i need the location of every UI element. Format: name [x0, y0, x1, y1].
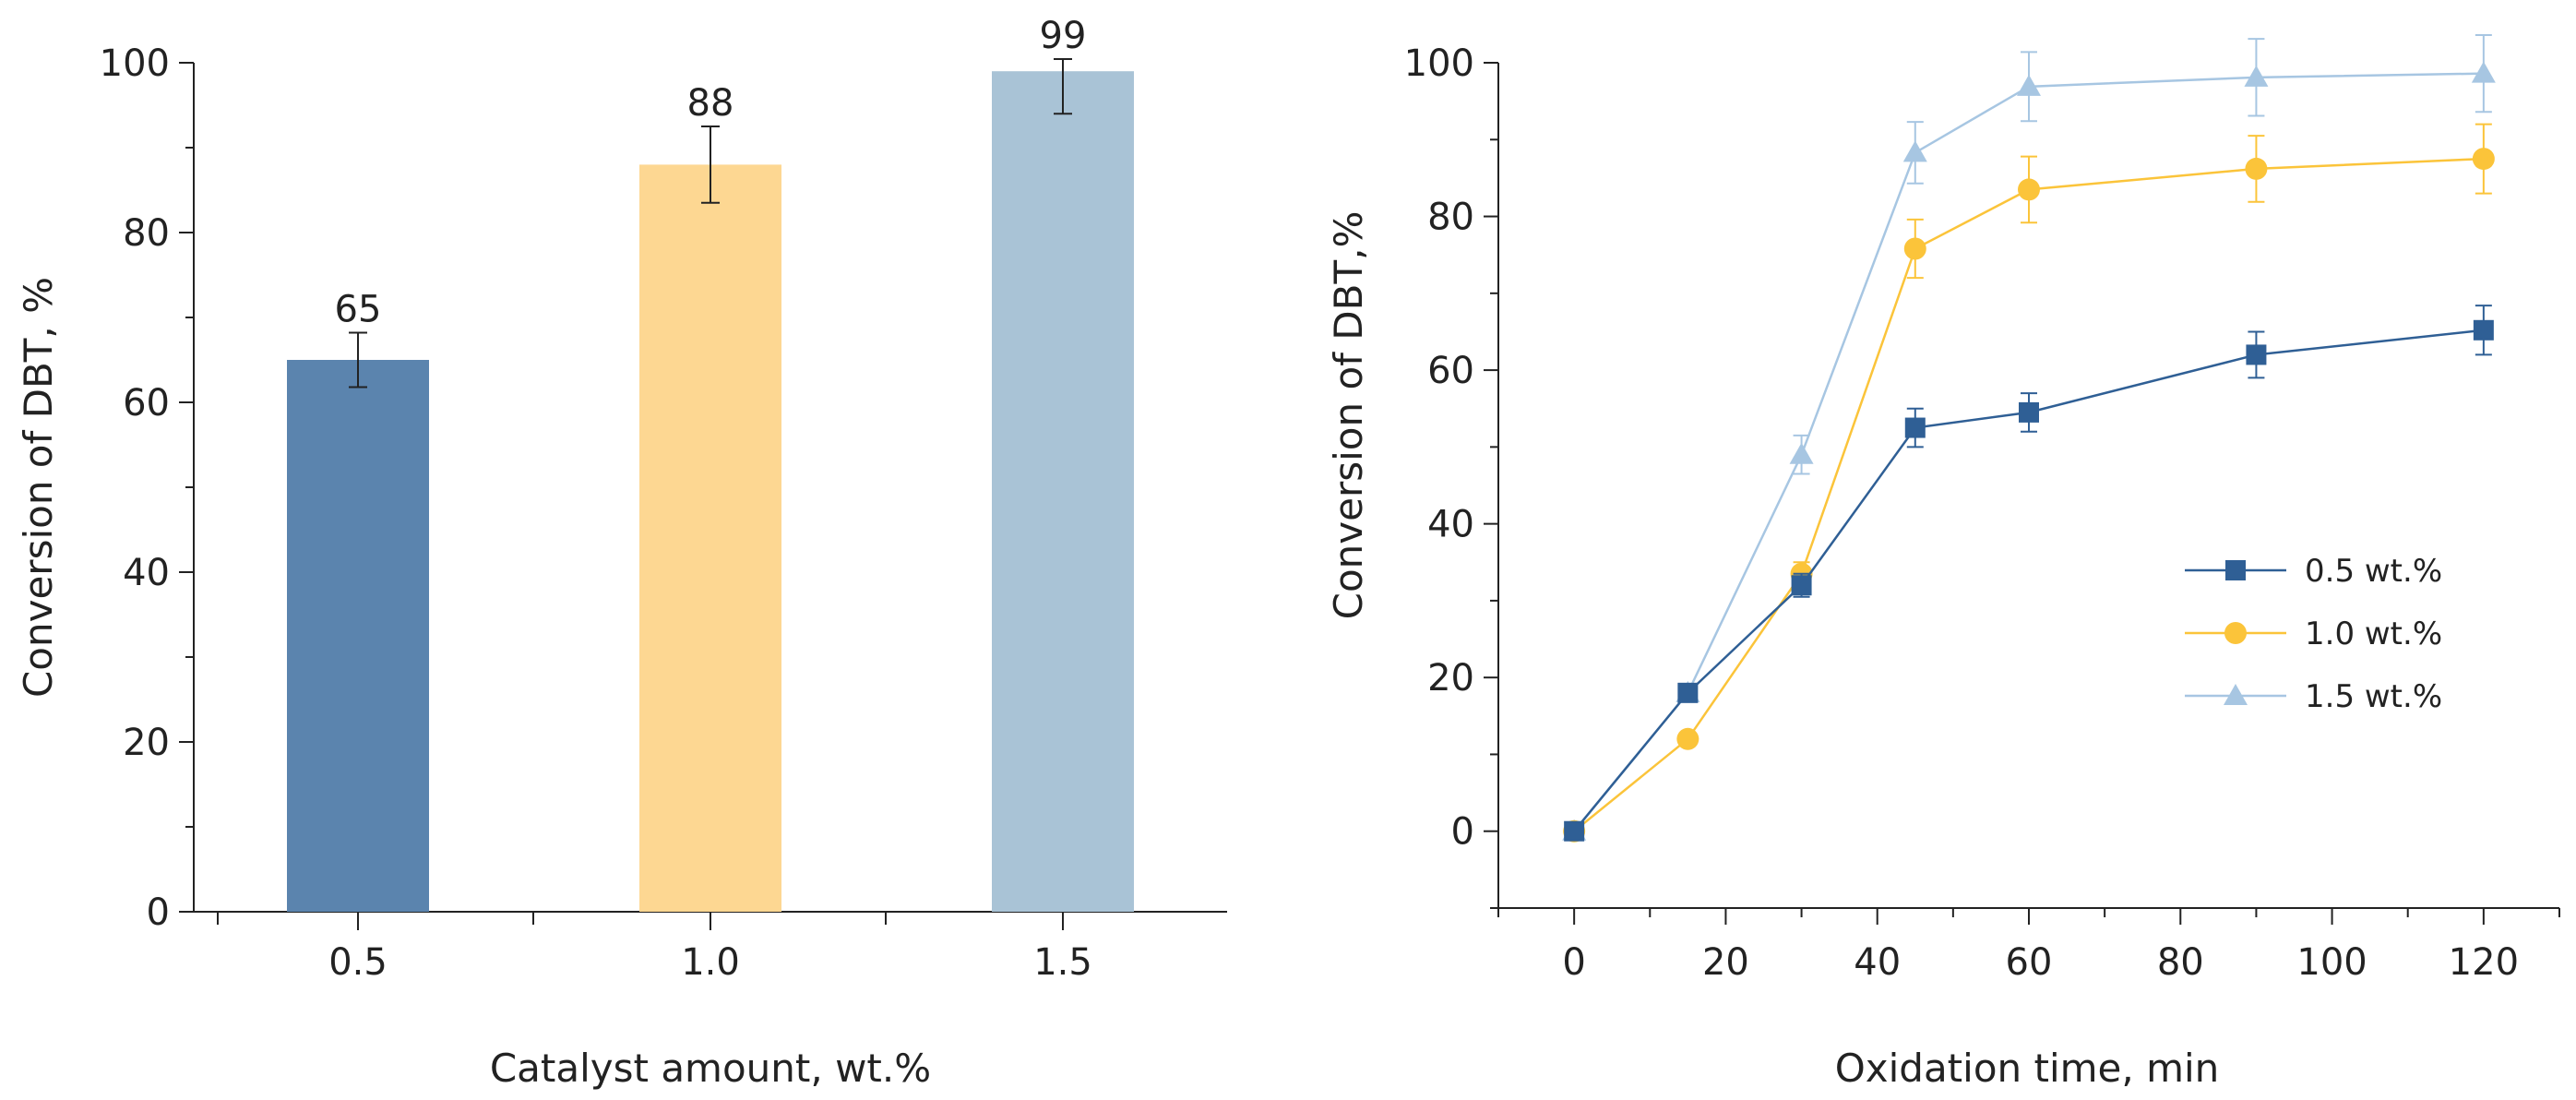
- bar-data-label: 99: [1040, 15, 1087, 57]
- line-x-tick-label: 60: [2006, 941, 2053, 984]
- series-point: [2472, 148, 2495, 171]
- bar-data-label: 65: [335, 289, 382, 331]
- line-x-tick-label: 20: [1702, 941, 1749, 984]
- line-y-tick-label: 20: [1427, 657, 1474, 699]
- series-point: [1676, 727, 1699, 750]
- bar-y-tick-label: 100: [100, 42, 170, 85]
- bar-y-tick-label: 20: [123, 722, 170, 764]
- series-point: [1789, 442, 1814, 464]
- bar-x-axis-title: Catalyst amount, wt.%: [490, 1046, 931, 1091]
- series-point: [2245, 157, 2268, 180]
- line-x-tick-label: 100: [2296, 941, 2367, 984]
- line-y-tick-label: 0: [1451, 811, 1474, 854]
- series-point: [2473, 319, 2494, 341]
- line-x-axis-title: Oxidation time, min: [1835, 1046, 2220, 1091]
- line-y-tick-label: 100: [1404, 42, 1474, 85]
- bar-1.5: [992, 71, 1134, 912]
- bar-chart: 0 20 40 60 80 100 0.5 1.0 1.5 65 88 99 Conversion…: [16, 15, 1227, 1091]
- series-point: [1903, 237, 1926, 260]
- legend-marker: [2224, 684, 2248, 705]
- series-1.0 wt.%: [1563, 123, 2495, 843]
- legend-marker: [2225, 560, 2246, 580]
- legend-label: 1.5 wt.%: [2305, 678, 2442, 715]
- series-point: [2471, 61, 2496, 83]
- series-point: [2019, 401, 2039, 423]
- series-point: [2246, 344, 2267, 365]
- series-point: [1902, 140, 1927, 162]
- line-y-tick-label: 80: [1427, 197, 1474, 239]
- line-x-tick-label: 80: [2157, 941, 2204, 984]
- legend: 0.5 wt.% 1.0 wt.% 1.5 wt.%: [2185, 553, 2442, 715]
- bar-y-tick-label: 60: [123, 382, 170, 424]
- series-point: [1904, 417, 1926, 438]
- bar-y-tick-label: 80: [123, 212, 170, 255]
- bar-x-tick-label: 1.5: [1033, 941, 1092, 984]
- legend-label: 0.5 wt.%: [2305, 553, 2442, 590]
- line-x-tick-label: 40: [1854, 941, 1901, 984]
- series-point: [2244, 65, 2269, 87]
- bar-y-tick-label: 40: [123, 552, 170, 594]
- series-point: [2018, 178, 2040, 201]
- bar-0.5: [287, 360, 429, 912]
- series-point: [1677, 682, 1699, 703]
- line-chart: 0 20 40 60 80 100 0 20 40 60 80 100 120 0.5 wt.% 1.0…: [1326, 34, 2560, 1091]
- line-y-tick-label: 40: [1427, 504, 1474, 546]
- bar-x-tick-label: 1.0: [681, 941, 740, 984]
- series-point: [1791, 575, 1812, 596]
- bar-data-label: 88: [687, 82, 734, 125]
- bar-y-axis-title: Conversion of DBT, %: [16, 277, 61, 698]
- bar-x-tick-label: 0.5: [328, 941, 388, 984]
- line-x-tick-label: 120: [2449, 941, 2519, 984]
- legend-label: 1.0 wt.%: [2305, 616, 2442, 652]
- bar-1.0: [639, 164, 781, 912]
- series-point: [1564, 820, 1585, 842]
- line-y-tick-label: 60: [1427, 350, 1474, 392]
- series-point: [2017, 74, 2041, 96]
- line-x-tick-label: 0: [1562, 941, 1585, 984]
- series-0.5 wt.%: [1564, 305, 2494, 842]
- legend-marker: [2224, 622, 2247, 644]
- series-line: [1573, 157, 2484, 832]
- line-y-axis-title: Conversion of DBT,%: [1326, 211, 1371, 620]
- bar-y-tick-label: 0: [147, 891, 170, 934]
